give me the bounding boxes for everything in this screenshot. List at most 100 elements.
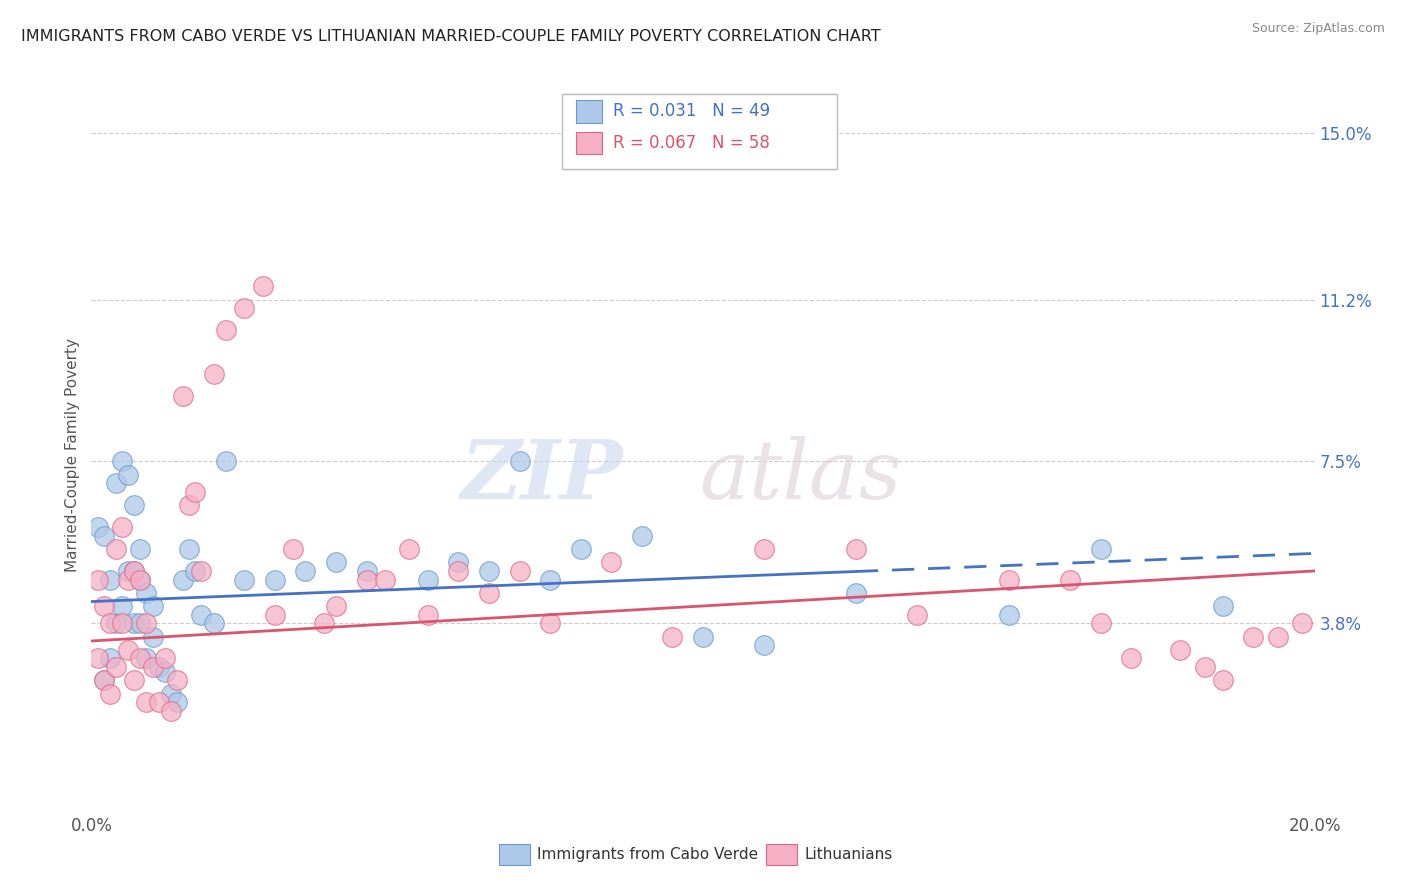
Point [998,607,1021,622]
Point [325,555,347,569]
Point [1291,616,1313,631]
Point [233,301,256,316]
Point [509,564,531,578]
Point [754,638,776,652]
Point [416,607,439,622]
Text: Immigrants from Cabo Verde: Immigrants from Cabo Verde [537,847,758,862]
Point [202,367,225,381]
Point [93,673,115,688]
Point [845,542,868,557]
Point [1168,642,1191,657]
Point [98,686,121,700]
Point [398,542,420,557]
Point [264,573,287,587]
Point [447,564,470,578]
Point [166,695,188,709]
Point [122,673,145,688]
Point [122,564,145,578]
Point [104,660,127,674]
Point [98,573,121,587]
Point [692,630,714,644]
Point [172,573,194,587]
Point [172,389,194,403]
Point [129,616,152,631]
Point [661,630,683,644]
Point [569,542,592,557]
Point [845,586,868,600]
Point [141,660,163,674]
Text: IMMIGRANTS FROM CABO VERDE VS LITHUANIAN MARRIED-COUPLE FAMILY POVERTY CORRELATI: IMMIGRANTS FROM CABO VERDE VS LITHUANIAN… [21,29,880,44]
Point [117,564,139,578]
Point [631,529,654,543]
Point [233,573,256,587]
Point [111,520,134,534]
Point [111,599,134,613]
Point [447,555,470,569]
Point [252,279,274,293]
Point [1121,651,1143,665]
Text: R = 0.067   N = 58: R = 0.067 N = 58 [613,134,770,152]
Point [416,573,439,587]
Point [122,616,145,631]
Text: Lithuanians: Lithuanians [804,847,893,862]
Point [117,573,139,587]
Point [998,573,1021,587]
Point [190,607,212,622]
Point [905,607,928,622]
Point [98,651,121,665]
Point [312,616,335,631]
Point [141,599,163,613]
Point [148,660,170,674]
Point [1059,573,1081,587]
Point [122,498,145,512]
Point [98,616,121,631]
Point [104,542,127,557]
Point [1212,673,1234,688]
Point [122,564,145,578]
Point [538,616,561,631]
Point [153,651,176,665]
Point [1243,630,1265,644]
Point [325,599,347,613]
Y-axis label: Married-Couple Family Poverty: Married-Couple Family Poverty [65,338,80,572]
Point [509,454,531,468]
Point [111,616,134,631]
Point [135,651,157,665]
Point [215,323,238,337]
Point [86,573,108,587]
Point [478,586,501,600]
Point [538,573,561,587]
Point [179,542,201,557]
Point [93,673,115,688]
Point [374,573,396,587]
Point [1090,616,1112,631]
Point [190,564,212,578]
Point [111,454,134,468]
Point [1194,660,1216,674]
Text: ZIP: ZIP [461,436,623,516]
Text: R = 0.031   N = 49: R = 0.031 N = 49 [613,103,770,120]
Point [283,542,305,557]
Point [135,616,157,631]
Text: Source: ZipAtlas.com: Source: ZipAtlas.com [1251,22,1385,36]
Point [160,686,183,700]
Point [148,695,170,709]
Point [1090,542,1112,557]
Point [1267,630,1289,644]
Point [86,651,108,665]
Point [104,616,127,631]
Point [135,695,157,709]
Point [93,529,115,543]
Point [93,599,115,613]
Point [135,586,157,600]
Point [184,564,207,578]
Point [202,616,225,631]
Point [478,564,501,578]
Point [215,454,238,468]
Point [104,476,127,491]
Point [356,564,378,578]
Point [86,520,108,534]
Point [1212,599,1234,613]
Point [153,665,176,679]
Point [117,642,139,657]
